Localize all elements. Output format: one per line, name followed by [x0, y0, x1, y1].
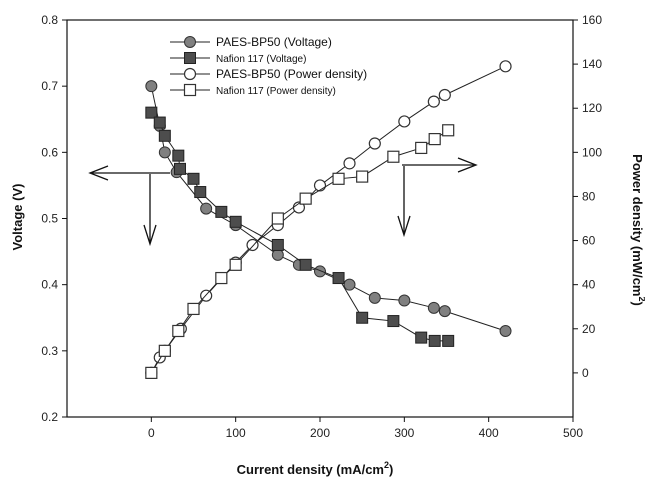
left-y-tick-label: 0.4: [41, 278, 58, 292]
data-point: [499, 324, 512, 337]
right-y-tick-label: 160: [582, 13, 602, 27]
data-point: [172, 149, 185, 162]
data-point: [387, 150, 400, 163]
data-point: [368, 291, 381, 304]
data-point: [158, 344, 171, 357]
left-y-tick-label: 0.6: [41, 145, 58, 159]
x-tick-label: 500: [563, 426, 583, 440]
data-point: [145, 106, 158, 119]
series-2: [145, 106, 455, 347]
left-y-axis-title: Voltage (V): [10, 184, 25, 251]
data-point: [343, 278, 356, 291]
left-arrow-down-head: [143, 224, 157, 247]
data-point: [174, 162, 187, 175]
data-point: [187, 172, 200, 185]
x-tick-label: 0: [148, 426, 155, 440]
x-tick-label: 300: [394, 426, 414, 440]
x-tick-label: 100: [226, 426, 246, 440]
data-point: [442, 124, 455, 137]
data-point: [299, 258, 312, 271]
left-y-tick-label: 0.8: [41, 13, 58, 27]
x-tick-label: 200: [310, 426, 330, 440]
data-point: [187, 302, 200, 316]
right-y-tick-label: 40: [582, 278, 596, 292]
x-tick-label: 400: [479, 426, 499, 440]
legend-label: PAES-BP50 (Power density): [216, 67, 367, 81]
data-point: [246, 238, 259, 252]
data-point: [194, 186, 207, 199]
data-point: [145, 80, 158, 93]
right-y-tick-label: 100: [582, 145, 602, 159]
x-axis-title: Current density (mA/cm2): [237, 460, 394, 477]
data-point: [229, 258, 242, 271]
data-point: [427, 95, 440, 108]
data-point: [428, 334, 441, 347]
right-y-tick-label: 0: [582, 366, 589, 380]
right-axis-arrow-head: [457, 157, 478, 173]
right-y-tick-label: 60: [582, 234, 596, 248]
left-axis-arrow-head: [88, 165, 109, 181]
data-point: [271, 248, 284, 261]
data-point: [356, 311, 369, 324]
data-point: [442, 334, 455, 347]
data-point: [368, 137, 381, 150]
data-point: [415, 141, 428, 155]
series-layer: [145, 60, 512, 379]
data-point: [332, 172, 345, 185]
data-point: [398, 294, 411, 307]
left-y-tick-label: 0.2: [41, 410, 58, 424]
data-point: [271, 212, 284, 225]
left-y-tick-label: 0.3: [41, 344, 58, 358]
data-point: [332, 272, 345, 285]
legend-marker: [183, 67, 197, 81]
data-point: [314, 265, 326, 278]
data-point: [153, 116, 166, 129]
left-y-tick-label: 0.5: [41, 212, 58, 226]
series-4: [145, 124, 455, 379]
data-point: [215, 271, 228, 285]
axes-layer: 0 100 200 300 400 500 0.2 0.3 0.4 0.5 0.6 0.7 0.8 0 20…: [41, 13, 602, 440]
data-point: [398, 115, 411, 128]
legend-label: Nafion 117 (Power density): [216, 86, 336, 97]
data-point: [229, 215, 242, 228]
right-y-tick-label: 120: [582, 101, 602, 115]
data-point: [428, 133, 441, 146]
legend-marker: [184, 36, 196, 48]
data-point: [387, 315, 400, 328]
legend-label: Nafion 117 (Voltage): [216, 54, 306, 65]
data-point: [313, 179, 327, 192]
legend: PAES-BP50 (Voltage) Nafion 117 (Voltage) P…: [170, 35, 367, 97]
data-point: [415, 331, 428, 344]
data-point: [145, 366, 158, 379]
right-arrow-down-head: [397, 215, 411, 238]
data-point: [499, 60, 512, 73]
data-point: [438, 88, 451, 102]
data-point: [215, 205, 228, 218]
legend-marker: [183, 83, 197, 97]
data-point: [200, 202, 213, 215]
right-y-axis-title: Power density (mW/cm2): [630, 154, 645, 306]
series-line: [150, 65, 506, 374]
data-point: [438, 305, 451, 318]
right-y-tick-label: 140: [582, 57, 602, 71]
data-point: [158, 129, 171, 142]
legend-label: PAES-BP50 (Voltage): [216, 35, 332, 49]
annotation-arrows: [88, 157, 478, 247]
series-3: [145, 60, 512, 379]
right-y-tick-label: 80: [582, 189, 596, 203]
legend-marker: [184, 52, 196, 64]
data-point: [427, 301, 440, 314]
data-point: [158, 146, 171, 159]
data-point: [172, 324, 185, 338]
left-y-tick-label: 0.7: [41, 79, 58, 93]
data-point: [343, 157, 356, 170]
data-point: [356, 170, 369, 183]
data-point: [299, 192, 312, 205]
data-point: [271, 238, 284, 251]
right-y-tick-label: 20: [582, 322, 596, 336]
